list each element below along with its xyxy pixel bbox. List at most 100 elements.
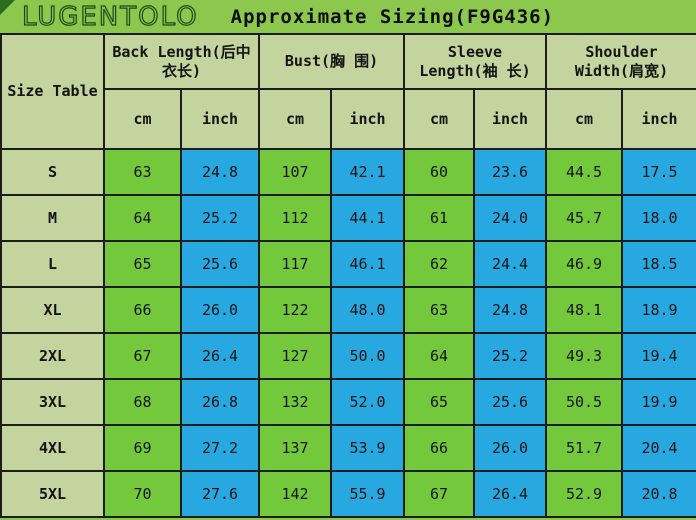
table-row-size-l: L 65 25.6 117 46.1 62 24.4 46.9 18.5 (0, 240, 696, 288)
table-row-units: cm inch cm inch cm inch cm inch (1, 88, 696, 150)
value-cell: 44.5 (545, 148, 623, 196)
value-cell: 26.0 (473, 424, 547, 472)
value-cell: 50.5 (545, 378, 623, 426)
value-cell: 24.0 (473, 194, 547, 242)
unit-header: cm (258, 88, 332, 150)
value-cell: 112 (258, 194, 332, 242)
value-cell: 67 (103, 332, 182, 380)
value-cell: 25.2 (473, 332, 547, 380)
table-row-size-3xl: 3XL 68 26.8 132 52.0 65 25.6 50.5 19.9 (0, 378, 696, 426)
size-cell: 5XL (0, 470, 105, 518)
value-cell: 18.5 (621, 240, 696, 288)
value-cell: 25.2 (180, 194, 260, 242)
value-cell: 122 (258, 286, 332, 334)
unit-header: inch (621, 88, 696, 150)
size-cell: XL (0, 286, 105, 334)
value-cell: 51.7 (545, 424, 623, 472)
value-cell: 137 (258, 424, 332, 472)
unit-header: inch (330, 88, 405, 150)
value-cell: 46.1 (330, 240, 405, 288)
unit-header: inch (180, 88, 260, 150)
value-cell: 65 (403, 378, 475, 426)
value-cell: 67 (403, 470, 475, 518)
brand-logo: LUGENTOLO (21, 1, 199, 32)
value-cell: 65 (103, 240, 182, 288)
value-cell: 24.8 (473, 286, 547, 334)
unit-header: inch (473, 88, 547, 150)
value-cell: 61 (403, 194, 475, 242)
column-group-sleeve-length: Sleeve Length(袖 长) (403, 33, 547, 90)
value-cell: 69 (103, 424, 182, 472)
value-cell: 48.0 (330, 286, 405, 334)
value-cell: 26.4 (473, 470, 547, 518)
value-cell: 24.4 (473, 240, 547, 288)
value-cell: 46.9 (545, 240, 623, 288)
value-cell: 50.0 (330, 332, 405, 380)
value-cell: 19.4 (621, 332, 696, 380)
table-row-size-5xl: 5XL 70 27.6 142 55.9 67 26.4 52.9 20.8 (0, 470, 696, 518)
size-cell: M (0, 194, 105, 242)
corner-triangle-icon (0, 0, 15, 15)
value-cell: 62 (403, 240, 475, 288)
page-title: Approximate Sizing(F9G436) (230, 5, 555, 28)
value-cell: 70 (103, 470, 182, 518)
value-cell: 55.9 (330, 470, 405, 518)
size-cell: 3XL (0, 378, 105, 426)
value-cell: 25.6 (473, 378, 547, 426)
value-cell: 24.8 (180, 148, 260, 196)
value-cell: 27.6 (180, 470, 260, 518)
size-cell: 4XL (0, 424, 105, 472)
value-cell: 64 (103, 194, 182, 242)
value-cell: 52.0 (330, 378, 405, 426)
value-cell: 48.1 (545, 286, 623, 334)
value-cell: 20.8 (621, 470, 696, 518)
value-cell: 44.1 (330, 194, 405, 242)
value-cell: 17.5 (621, 148, 696, 196)
column-group-shoulder-width: Shoulder Width(肩宽) (545, 33, 696, 90)
value-cell: 64 (403, 332, 475, 380)
value-cell: 23.6 (473, 148, 547, 196)
value-cell: 27.2 (180, 424, 260, 472)
table-row-size-2xl: 2XL 67 26.4 127 50.0 64 25.2 49.3 19.4 (0, 332, 696, 380)
value-cell: 42.1 (330, 148, 405, 196)
column-group-bust: Bust(胸 围) (258, 33, 405, 90)
value-cell: 117 (258, 240, 332, 288)
value-cell: 63 (103, 148, 182, 196)
value-cell: 132 (258, 378, 332, 426)
value-cell: 18.0 (621, 194, 696, 242)
value-cell: 63 (403, 286, 475, 334)
value-cell: 127 (258, 332, 332, 380)
value-cell: 20.4 (621, 424, 696, 472)
value-cell: 53.9 (330, 424, 405, 472)
size-table: Size Table Back Length(后中衣长) Bust(胸 围) S… (0, 33, 696, 518)
value-cell: 26.8 (180, 378, 260, 426)
column-group-back-length: Back Length(后中衣长) (103, 33, 260, 90)
value-cell: 107 (258, 148, 332, 196)
value-cell: 142 (258, 470, 332, 518)
table-row-size-s: S 63 24.8 107 42.1 60 23.6 44.5 17.5 (0, 148, 696, 196)
title-bar: LUGENTOLO Approximate Sizing(F9G436) (0, 0, 696, 33)
value-cell: 68 (103, 378, 182, 426)
size-cell: S (0, 148, 105, 196)
table-row-groups: Size Table Back Length(后中衣长) Bust(胸 围) S… (0, 33, 696, 150)
value-cell: 66 (103, 286, 182, 334)
value-cell: 45.7 (545, 194, 623, 242)
value-cell: 26.4 (180, 332, 260, 380)
table-row-size-4xl: 4XL 69 27.2 137 53.9 66 26.0 51.7 20.4 (0, 424, 696, 472)
unit-header: cm (103, 88, 182, 150)
value-cell: 60 (403, 148, 475, 196)
value-cell: 19.9 (621, 378, 696, 426)
value-cell: 66 (403, 424, 475, 472)
table-row-size-m: M 64 25.2 112 44.1 61 24.0 45.7 18.0 (0, 194, 696, 242)
value-cell: 52.9 (545, 470, 623, 518)
value-cell: 26.0 (180, 286, 260, 334)
value-cell: 25.6 (180, 240, 260, 288)
unit-header: cm (403, 88, 475, 150)
unit-header: cm (545, 88, 623, 150)
value-cell: 18.9 (621, 286, 696, 334)
corner-header: Size Table (0, 33, 105, 150)
table-row-size-xl: XL 66 26.0 122 48.0 63 24.8 48.1 18.9 (0, 286, 696, 334)
size-cell: L (0, 240, 105, 288)
value-cell: 49.3 (545, 332, 623, 380)
size-cell: 2XL (0, 332, 105, 380)
